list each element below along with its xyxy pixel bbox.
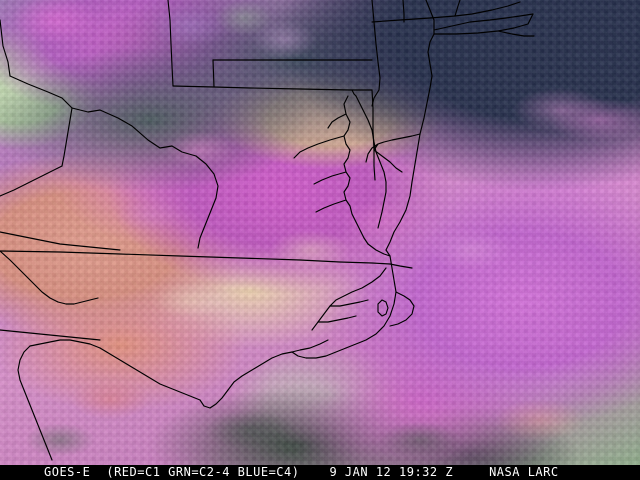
caption-timestamp: 9 JAN 12 19:32 Z	[329, 465, 454, 479]
caption-bar: GOES-E (RED=C1 GRN=C2-4 BLUE=C4) 9 JAN 1…	[0, 465, 640, 480]
caption-source: NASA LARC	[489, 465, 559, 479]
satellite-image-canvas	[0, 0, 640, 465]
caption-satellite: GOES-E	[44, 465, 91, 479]
caption-channels: (RED=C1 GRN=C2-4 BLUE=C4)	[106, 465, 300, 479]
satellite-grain-layer	[0, 0, 640, 465]
